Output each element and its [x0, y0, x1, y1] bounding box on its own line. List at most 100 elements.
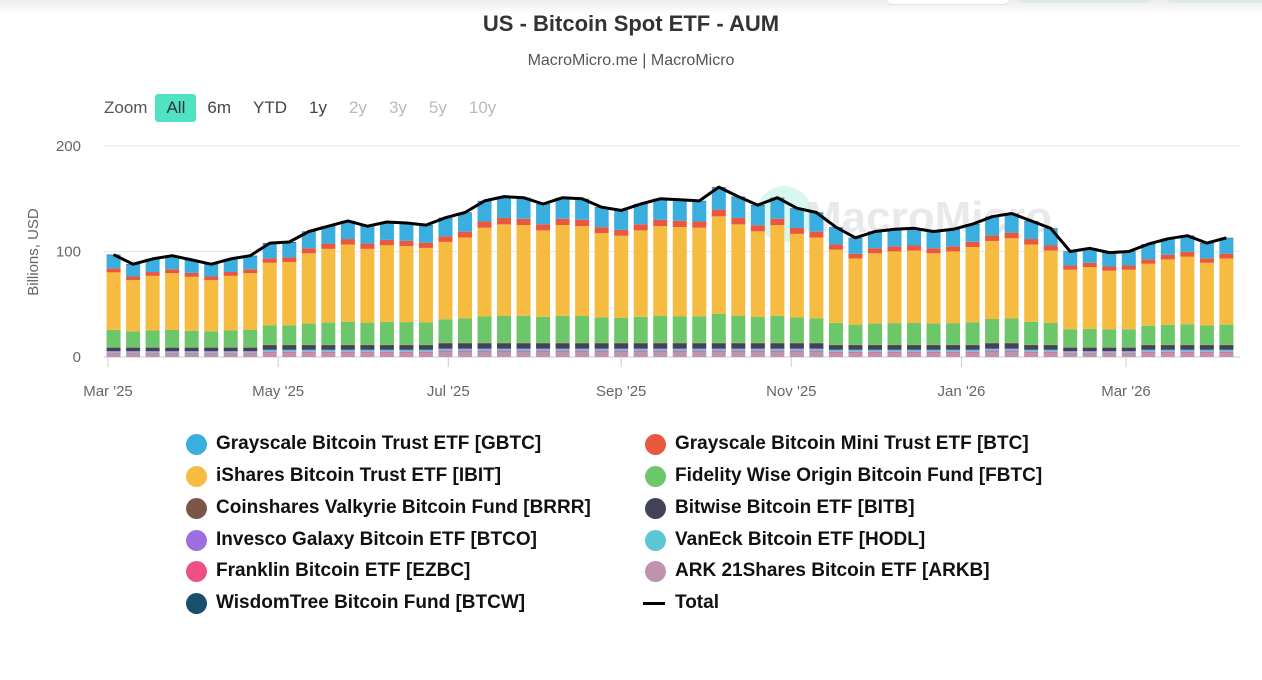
bar-segment	[536, 343, 551, 349]
bar-segment	[1004, 213, 1019, 233]
zoom-1y-button[interactable]: 1y	[309, 98, 327, 117]
bar-segment	[321, 351, 336, 353]
bar-segment	[282, 242, 297, 258]
bar-segment	[809, 212, 824, 232]
bar-segment	[1024, 345, 1039, 350]
bar-segment	[633, 316, 648, 343]
bar-segment	[907, 228, 922, 246]
bar-segment	[1102, 351, 1117, 353]
bar-segment	[692, 227, 707, 317]
bar-segment	[1180, 350, 1195, 352]
legend-item-btc[interactable]: Grayscale Bitcoin Mini Trust ETF [BTC]	[645, 433, 1029, 455]
legend-item-fbtc[interactable]: Fidelity Wise Origin Bitcoin Fund [FBTC]	[645, 465, 1042, 487]
zoom-ytd-button[interactable]: YTD	[253, 98, 287, 117]
legend-item-gbtc[interactable]: Grayscale Bitcoin Trust ETF [GBTC]	[186, 433, 541, 455]
bar-segment	[1180, 352, 1195, 357]
bar-segment	[1219, 258, 1234, 325]
bar-segment	[399, 344, 414, 346]
header-tab[interactable]	[1166, 0, 1262, 3]
bar-segment	[126, 347, 141, 348]
bar-segment	[887, 344, 902, 346]
legend-item-ezbc[interactable]: Franklin Bitcoin ETF [EZBC]	[186, 560, 470, 582]
bar-segment	[731, 197, 746, 218]
bar-segment	[789, 351, 804, 357]
bar-segment	[946, 351, 961, 353]
legend-label: Grayscale Bitcoin Mini Trust ETF [BTC]	[675, 433, 1029, 454]
bar-segment	[1199, 349, 1214, 351]
bar-segment	[848, 344, 863, 346]
bar-segment	[1082, 347, 1097, 348]
bar-segment	[633, 349, 648, 351]
bar-segment	[1043, 344, 1058, 346]
bar-segment	[828, 344, 843, 346]
bar-segment	[750, 343, 765, 349]
zoom-all-button[interactable]: All	[155, 94, 197, 122]
bar-segment	[1180, 324, 1195, 345]
bar-segment	[262, 345, 277, 350]
bar-segment	[594, 349, 609, 351]
bar-segment	[1082, 351, 1097, 353]
bar-segment	[594, 342, 609, 344]
bar-segment	[614, 350, 629, 352]
legend-item-brrr[interactable]: Coinshares Valkyrie Bitcoin Fund [BRRR]	[186, 497, 591, 519]
bar-segment	[848, 351, 863, 353]
bar-segment	[204, 351, 219, 353]
bar-segment	[497, 350, 512, 352]
bar-segment	[1121, 265, 1136, 270]
bar-segment	[516, 351, 531, 357]
bar-segment	[340, 239, 355, 245]
legend-item-ibit[interactable]: iShares Bitcoin Trust ETF [IBIT]	[186, 465, 501, 487]
bar-segment	[243, 347, 258, 352]
total-line	[112, 185, 1227, 266]
bar-segment	[614, 349, 629, 351]
bar-segment	[204, 276, 219, 281]
bar-segment	[809, 231, 824, 238]
bar-segment	[262, 352, 277, 357]
legend-item-btcw[interactable]: WisdomTree Bitcoin Fund [BTCW]	[186, 592, 525, 614]
bar-segment	[457, 342, 472, 344]
bar-segment	[926, 323, 941, 345]
bar-segment	[321, 345, 336, 350]
bar-segment	[614, 210, 629, 230]
bar-segment	[1180, 345, 1195, 350]
legend-item-bitb[interactable]: Bitwise Bitcoin ETF [BITB]	[645, 497, 915, 519]
bar-segment	[789, 342, 804, 344]
y-tick-label: 200	[56, 138, 81, 155]
bar-segment	[1043, 250, 1058, 324]
bar-segment	[867, 352, 882, 357]
bar-segment	[360, 322, 375, 345]
legend-item-arkb[interactable]: ARK 21Shares Bitcoin ETF [ARKB]	[645, 560, 990, 582]
bar-segment	[438, 241, 453, 320]
bar-segment	[750, 205, 765, 226]
bar-segment	[204, 264, 219, 277]
legend-item-btco[interactable]: Invesco Galaxy Bitcoin ETF [BTCO]	[186, 529, 537, 551]
bar-segment	[1082, 267, 1097, 329]
legend-item-total[interactable]: Total	[643, 592, 719, 614]
bar-segment	[399, 350, 414, 352]
bar-segment	[672, 200, 687, 221]
bar-segment	[867, 349, 882, 351]
bar-segment	[516, 315, 531, 343]
header-tab[interactable]	[1018, 0, 1152, 3]
bar-segment	[321, 350, 336, 352]
bar-segment	[946, 352, 961, 357]
bar-segment	[126, 353, 141, 357]
zoom-6m-button[interactable]: 6m	[207, 98, 231, 117]
bar-segment	[1043, 245, 1058, 251]
legend-item-hodl[interactable]: VanEck Bitcoin ETF [HODL]	[645, 529, 925, 551]
axes: 0 100 200 Mar '25 May '25 Jul '25 Sep '25 Nov '…	[56, 138, 1151, 400]
bar-segment	[731, 343, 746, 349]
bar-segment	[1004, 238, 1019, 319]
zoom-5y-button: 5y	[428, 98, 447, 117]
bar-segment	[379, 245, 394, 322]
bar-segment	[1121, 329, 1136, 348]
bar-segment	[204, 353, 219, 357]
bar-segment	[867, 351, 882, 353]
bar-segment	[1160, 344, 1175, 346]
bar-segment	[692, 221, 707, 228]
total-series-line	[112, 185, 1227, 266]
bar-segment	[575, 343, 590, 349]
chart-subtitle: MacroMicro.me | MacroMicro	[527, 52, 735, 69]
bar-segment	[575, 342, 590, 344]
